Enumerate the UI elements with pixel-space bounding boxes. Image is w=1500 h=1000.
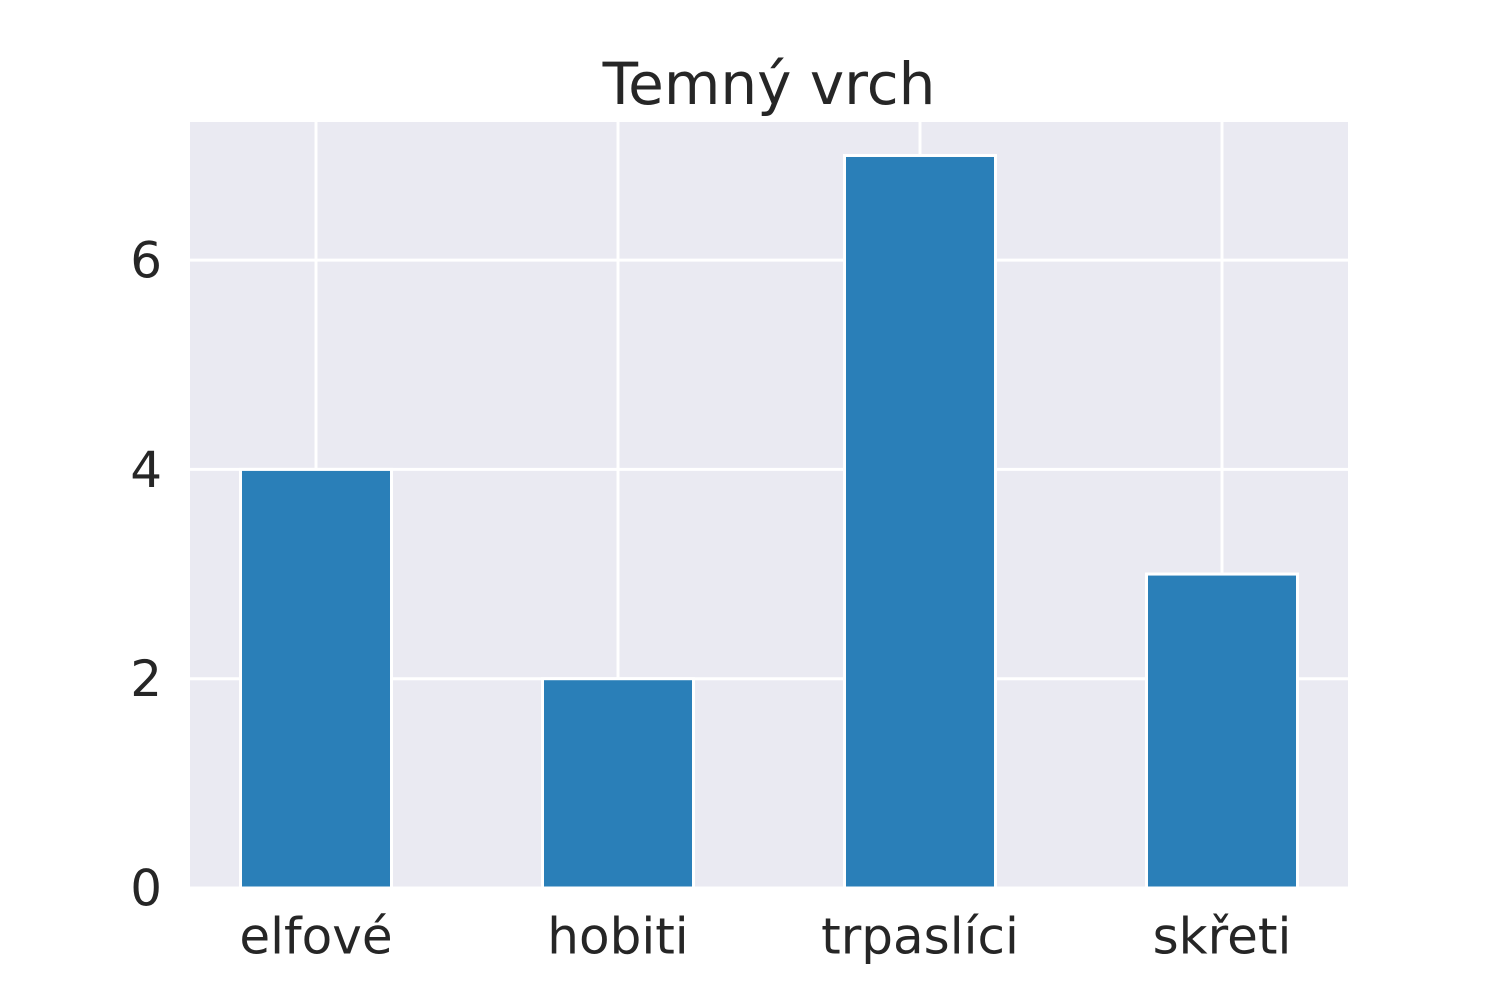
- y-tick-label: 2: [130, 650, 162, 708]
- y-tick-label: 4: [130, 441, 162, 499]
- x-tick-label: trpaslíci: [821, 908, 1019, 966]
- bar: [843, 153, 997, 890]
- y-tick-label: 6: [130, 232, 162, 290]
- x-tick-label: skřeti: [1153, 908, 1292, 966]
- x-tick-label: hobiti: [547, 908, 688, 966]
- y-tick-label: 0: [130, 860, 162, 918]
- bar: [239, 467, 393, 890]
- bar: [541, 677, 695, 890]
- chart-title: Temný vrch: [602, 50, 936, 118]
- bar: [1145, 572, 1299, 890]
- x-tick-label: elfové: [239, 908, 392, 966]
